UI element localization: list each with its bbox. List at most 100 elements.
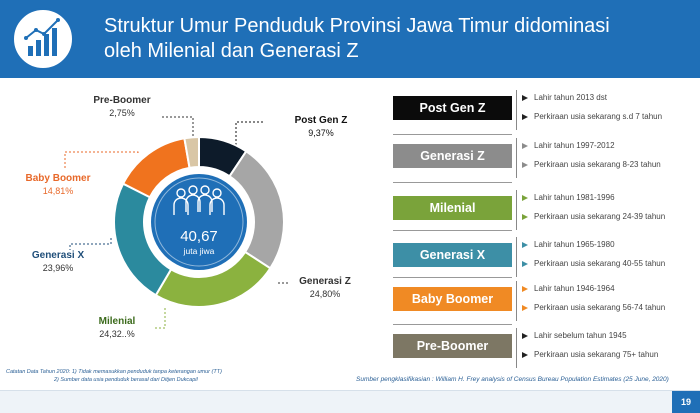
info-text: Perkiraan usia sekarang 75+ tahun xyxy=(534,350,659,359)
donut-center xyxy=(151,174,247,270)
info-text: Lahir tahun 1981-1996 xyxy=(534,193,615,202)
info-row: Lahir tahun 1965-1980 xyxy=(520,240,665,250)
label-value: 2,75% xyxy=(109,108,135,118)
leader-lines xyxy=(64,116,289,329)
generation-label: Post Gen Z xyxy=(393,96,512,120)
generation-info: Lahir tahun 1946-1964 Perkiraan usia seka… xyxy=(520,284,665,322)
triangle-bullet-icon xyxy=(522,95,528,101)
divider-line xyxy=(393,277,512,278)
label-value: 9,37% xyxy=(308,128,334,138)
divider-line xyxy=(393,182,512,183)
label-name: Post Gen Z xyxy=(294,115,348,126)
people-icon xyxy=(173,185,225,215)
triangle-bullet-icon xyxy=(522,261,528,267)
leader-line xyxy=(235,121,265,149)
label-name: Generasi Z xyxy=(299,276,351,287)
info-row: Lahir tahun 2013 dst xyxy=(520,93,662,103)
generation-label: Generasi X xyxy=(393,243,512,267)
info-row: Perkiraan usia sekarang 75+ tahun xyxy=(520,350,658,360)
footer-bar xyxy=(0,390,700,413)
donut-slices xyxy=(113,135,285,308)
label-value: 23,96% xyxy=(42,263,74,273)
label-value: 24,32..% xyxy=(99,329,135,339)
info-text: Lahir sebelum tahun 1945 xyxy=(534,331,627,340)
info-row: Perkiraan usia sekarang 56-74 tahun xyxy=(520,303,665,313)
triangle-bullet-icon xyxy=(522,214,528,220)
center-unit: juta jiwa xyxy=(183,246,215,256)
bracket-line xyxy=(516,138,517,178)
title-line-2: oleh Milenial dan Generasi Z xyxy=(104,40,359,62)
label-name: Pre-Boomer xyxy=(93,95,151,106)
generation-info: Lahir tahun 1997-2012 Perkiraan usia seka… xyxy=(520,141,661,179)
label-name: Milenial xyxy=(98,316,136,327)
generation-info: Lahir sebelum tahun 1945 Perkiraan usia s… xyxy=(520,331,658,369)
triangle-bullet-icon xyxy=(522,286,528,292)
triangle-bullet-icon xyxy=(522,162,528,168)
header-bar xyxy=(0,0,700,78)
triangle-bullet-icon xyxy=(522,352,528,358)
triangle-bullet-icon xyxy=(522,143,528,149)
generation-info: Lahir tahun 2013 dst Perkiraan usia sekar… xyxy=(520,93,662,131)
info-text: Lahir tahun 1997-2012 xyxy=(534,141,615,150)
leader-line xyxy=(154,308,166,329)
label-generasi-z: Generasi Z 24,80% xyxy=(290,276,360,300)
bracket-line xyxy=(516,90,517,130)
info-row: Perkiraan usia sekarang 40-55 tahun xyxy=(520,259,665,269)
label-generasi-x: Generasi X 23,96% xyxy=(22,250,94,274)
donut-slice-pre-boomer xyxy=(183,135,200,169)
label-pre-boomer: Pre-Boomer 2,75% xyxy=(84,95,160,119)
chart-growth-icon xyxy=(12,8,74,70)
generation-label: Pre-Boomer xyxy=(393,334,512,358)
label-name: Generasi X xyxy=(31,250,85,261)
generation-label: Baby Boomer xyxy=(393,287,512,311)
page-title: Struktur Umur Penduduk Provinsi Jawa Tim… xyxy=(104,14,610,64)
divider-line xyxy=(393,134,512,135)
triangle-bullet-icon xyxy=(522,242,528,248)
info-row: Lahir tahun 1997-2012 xyxy=(520,141,661,151)
center-total: 40,67 xyxy=(180,228,218,245)
label-baby-boomer: Baby Boomer 14,81% xyxy=(18,173,98,197)
label-post-gen-z: Post Gen Z 9,37% xyxy=(286,115,356,139)
info-row: Lahir tahun 1981-1996 xyxy=(520,193,665,203)
leader-line xyxy=(160,116,194,136)
info-text: Perkiraan usia sekarang s.d 7 tahun xyxy=(534,112,663,121)
page-number: 19 xyxy=(672,391,700,413)
bracket-line xyxy=(516,328,517,368)
info-row: Perkiraan usia sekarang s.d 7 tahun xyxy=(520,112,662,122)
donut-center-ring xyxy=(154,177,244,267)
info-text: Perkiraan usia sekarang 56-74 tahun xyxy=(534,303,666,312)
generation-label: Generasi Z xyxy=(393,144,512,168)
info-row: Perkiraan usia sekarang 8-23 tahun xyxy=(520,160,661,170)
generation-info: Lahir tahun 1981-1996 Perkiraan usia seka… xyxy=(520,193,665,231)
info-text: Perkiraan usia sekarang 8-23 tahun xyxy=(534,160,661,169)
info-text: Lahir tahun 1946-1964 xyxy=(534,284,615,293)
source-note: Sumber pengklasifikasian : William H. Fr… xyxy=(356,376,669,383)
info-row: Lahir sebelum tahun 1945 xyxy=(520,331,658,341)
bracket-line xyxy=(516,190,517,230)
label-value: 14,81% xyxy=(42,186,74,196)
bracket-line xyxy=(516,281,517,321)
footnote: Catatan Data Tahun 2020: 1) Tidak memasu… xyxy=(6,369,222,375)
footnote: 2) Sumber data usia penduduk berasal dar… xyxy=(54,377,198,383)
label-value: 24,80% xyxy=(309,289,341,299)
generation-label: Milenial xyxy=(393,196,512,220)
info-row: Lahir tahun 1946-1964 xyxy=(520,284,665,294)
triangle-bullet-icon xyxy=(522,305,528,311)
bracket-line xyxy=(516,237,517,277)
info-row: Perkiraan usia sekarang 24-39 tahun xyxy=(520,212,665,222)
donut-chart: 40,67 juta jiwa xyxy=(64,116,289,329)
divider-line xyxy=(393,230,512,231)
generation-info: Lahir tahun 1965-1980 Perkiraan usia seka… xyxy=(520,240,665,278)
triangle-bullet-icon xyxy=(522,114,528,120)
info-text: Perkiraan usia sekarang 24-39 tahun xyxy=(534,212,666,221)
label-milenial: Milenial 24,32..% xyxy=(82,316,152,340)
title-line-1: Struktur Umur Penduduk Provinsi Jawa Tim… xyxy=(104,15,610,37)
info-text: Lahir tahun 2013 dst xyxy=(534,93,607,102)
info-text: Perkiraan usia sekarang 40-55 tahun xyxy=(534,259,666,268)
leader-line xyxy=(64,151,139,168)
leader-line xyxy=(69,238,112,250)
info-text: Lahir tahun 1965-1980 xyxy=(534,240,615,249)
divider-line xyxy=(393,324,512,325)
triangle-bullet-icon xyxy=(522,333,528,339)
label-name: Baby Boomer xyxy=(25,173,91,184)
